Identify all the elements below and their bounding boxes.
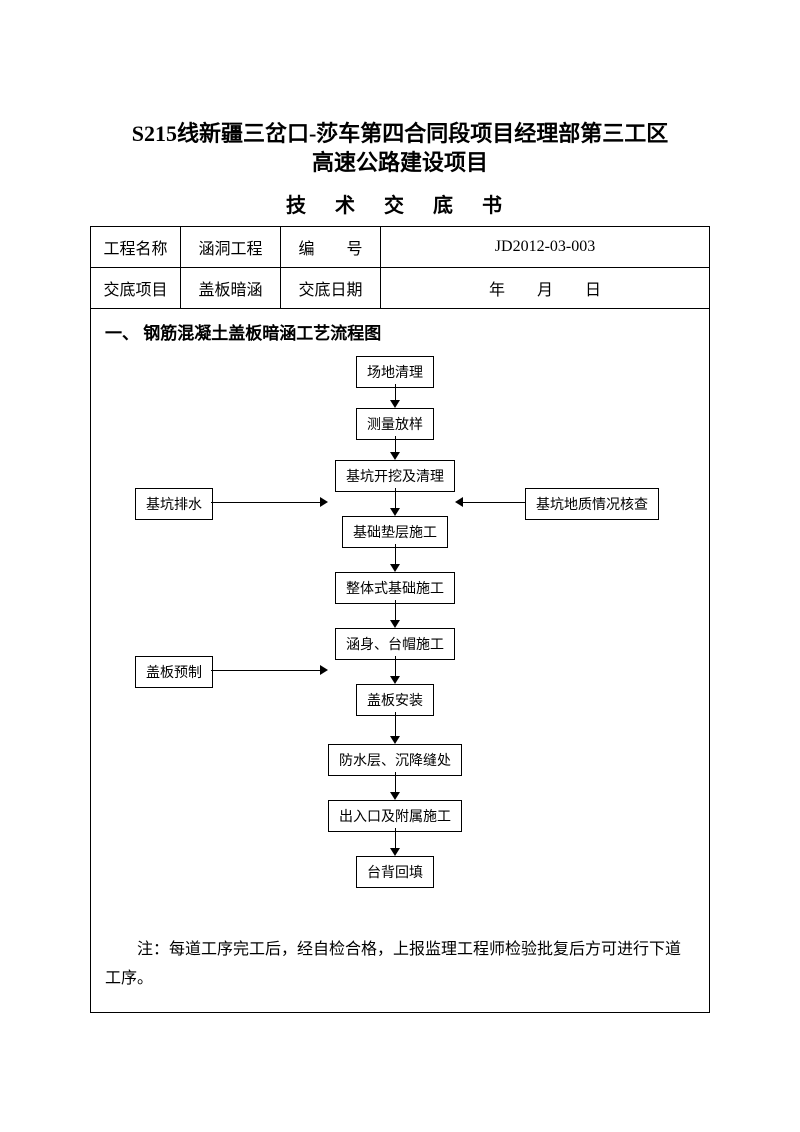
value-number: JD2012-03-003 — [381, 227, 710, 268]
flow-node-s2: 基坑地质情况核查 — [525, 488, 659, 520]
flowchart-diagram: 场地清理测量放样基坑开挖及清理基础垫层施工整体式基础施工涵身、台帽施工盖板安装防… — [105, 356, 695, 926]
document-header: S215线新疆三岔口-莎车第四合同段项目经理部第三工区 高速公路建设项目 — [90, 120, 710, 177]
table-row: 工程名称 涵洞工程 编 号 JD2012-03-003 — [91, 227, 710, 268]
header-line-1: S215线新疆三岔口-莎车第四合同段项目经理部第三工区 — [90, 120, 710, 149]
content-box: 一、 钢筋混凝土盖板暗涵工艺流程图 场地清理测量放样基坑开挖及清理基础垫层施工整… — [90, 309, 710, 1013]
value-date: 年 月 日 — [381, 268, 710, 309]
label-number: 编 号 — [281, 227, 381, 268]
value-item: 盖板暗涵 — [181, 268, 281, 309]
document-title: 技 术 交 底 书 — [90, 189, 710, 218]
flow-node-s1: 基坑排水 — [135, 488, 213, 520]
section-title: 一、 钢筋混凝土盖板暗涵工艺流程图 — [105, 319, 695, 344]
header-right: 第四合同段项目经理部第三工区 — [360, 121, 668, 146]
info-table: 工程名称 涵洞工程 编 号 JD2012-03-003 交底项目 盖板暗涵 交底… — [90, 226, 710, 309]
value-project-name: 涵洞工程 — [181, 227, 281, 268]
label-project-name: 工程名称 — [91, 227, 181, 268]
flow-node-s3: 盖板预制 — [135, 656, 213, 688]
note-text: 注：每道工序完工后，经自检合格，上报监理工程师检验批复后方可进行下道工序。 — [105, 936, 695, 994]
header-left: S215线新疆三岔口-莎车 — [132, 121, 361, 146]
flow-node-n10: 台背回填 — [356, 856, 434, 888]
label-item: 交底项目 — [91, 268, 181, 309]
table-row: 交底项目 盖板暗涵 交底日期 年 月 日 — [91, 268, 710, 309]
header-line-2: 高速公路建设项目 — [90, 149, 710, 178]
label-date: 交底日期 — [281, 268, 381, 309]
